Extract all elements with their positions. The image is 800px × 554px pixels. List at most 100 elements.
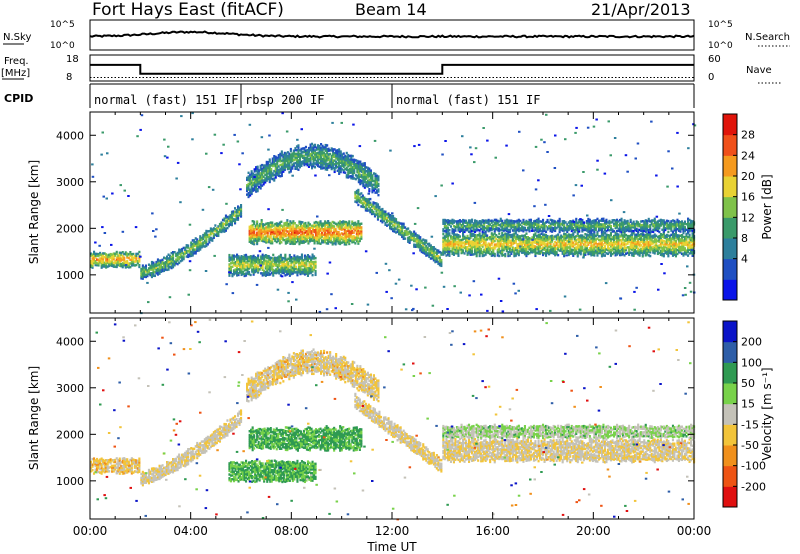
- data-cell: [511, 239, 514, 242]
- data-cell: [297, 159, 300, 162]
- data-cell: [169, 254, 172, 258]
- data-cell: [344, 154, 347, 158]
- data-cell: [150, 272, 154, 275]
- data-cell: [249, 273, 252, 277]
- data-cell: [440, 260, 443, 264]
- data-cell: [611, 249, 614, 252]
- data-cell: [354, 238, 357, 241]
- data-cell: [463, 235, 466, 238]
- data-cell: [290, 267, 293, 270]
- data-cell: [328, 225, 331, 228]
- data-cell: [348, 231, 351, 234]
- data-cell: [311, 262, 314, 266]
- data-cell: [561, 235, 564, 239]
- data-cell: [178, 248, 181, 251]
- data-cell: [319, 235, 322, 238]
- data-cell: [292, 149, 295, 152]
- data-cell: [566, 247, 569, 250]
- data-cell: [265, 164, 268, 167]
- data-cell: [93, 252, 96, 255]
- data-cell: [599, 251, 602, 255]
- data-cell: [249, 194, 252, 197]
- data-cell: [317, 161, 320, 164]
- data-cell: [284, 238, 287, 241]
- data-cell: [191, 252, 194, 255]
- data-cell: [172, 264, 175, 267]
- data-cell: [120, 263, 123, 266]
- data-cell: [214, 228, 217, 231]
- data-cell: [305, 224, 309, 227]
- data-cell: [596, 248, 599, 252]
- data-cell: [373, 205, 377, 209]
- data-cell: [617, 239, 620, 242]
- data-cell: [156, 258, 160, 261]
- data-cell: [261, 163, 264, 167]
- data-cell: [617, 252, 620, 255]
- data-cell: [303, 267, 307, 270]
- data-cell: [278, 259, 281, 262]
- data-cell: [487, 244, 490, 247]
- data-cell: [597, 244, 601, 247]
- data-cell: [256, 173, 259, 176]
- data-cell: [90, 261, 93, 265]
- data-cell: [261, 253, 264, 257]
- data-cell: [318, 161, 321, 165]
- data-cell: [360, 192, 363, 195]
- data-cell: [318, 221, 321, 224]
- data-cell: [96, 254, 99, 258]
- data-cell: [307, 163, 311, 167]
- data-cell: [307, 221, 310, 225]
- data-cell: [135, 256, 138, 259]
- data-cell: [468, 242, 471, 246]
- data-cell: [307, 158, 311, 161]
- data-cell: [251, 234, 254, 238]
- data-cell: [240, 256, 243, 260]
- data-cell: [214, 233, 217, 237]
- data-cell: [324, 240, 327, 244]
- data-cell: [442, 238, 445, 241]
- data-cell: [614, 237, 617, 240]
- data-cell: [264, 274, 267, 277]
- data-cell: [256, 227, 259, 231]
- data-cell: [522, 242, 525, 245]
- data-cell: [277, 154, 280, 157]
- data-cell: [563, 234, 566, 237]
- data-cell: [303, 154, 306, 157]
- data-cell: [341, 168, 344, 171]
- data-cell: [303, 254, 307, 257]
- data-cell: [605, 242, 608, 246]
- data-cell: [291, 159, 294, 163]
- data-cell: [91, 266, 94, 269]
- data-cell: [481, 250, 484, 254]
- data-cell: [115, 252, 118, 256]
- data-cell: [324, 238, 327, 242]
- data-cell: [202, 233, 205, 237]
- data-cell: [540, 243, 543, 247]
- data-cell: [332, 155, 335, 159]
- data-cell: [277, 155, 280, 159]
- data-cell: [334, 235, 337, 239]
- data-cell: [248, 240, 251, 243]
- data-cell: [528, 252, 531, 255]
- data-cell: [221, 226, 225, 229]
- data-cell: [229, 262, 233, 265]
- data-cell: [489, 236, 492, 239]
- data-cell: [236, 268, 239, 271]
- data-cell: [296, 268, 299, 271]
- data-cell: [374, 176, 377, 179]
- data-cell: [287, 257, 290, 261]
- data-cell: [138, 250, 141, 254]
- data-cell: [160, 268, 163, 272]
- data-cell: [259, 175, 262, 179]
- data-cell: [357, 175, 360, 178]
- data-cell: [266, 240, 269, 244]
- data-cell: [369, 184, 373, 187]
- data-cell: [325, 232, 328, 236]
- data-cell: [288, 154, 291, 157]
- data-cell: [493, 236, 496, 239]
- data-cell: [246, 184, 249, 187]
- data-cell: [354, 164, 357, 168]
- data-cell: [395, 218, 398, 221]
- data-cell: [199, 246, 202, 249]
- data-cell: [587, 236, 590, 239]
